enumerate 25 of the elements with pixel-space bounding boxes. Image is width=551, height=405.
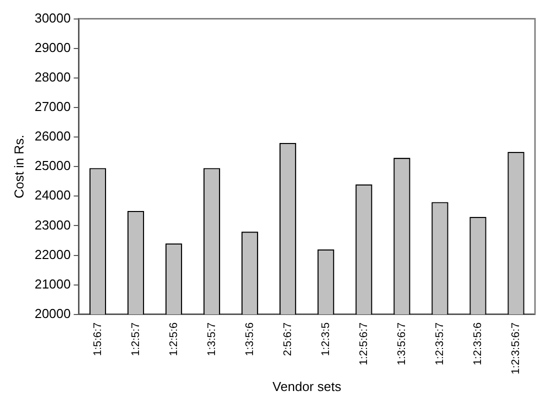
x-tick-label: 1:2:5:6 <box>168 322 180 356</box>
x-tick-label: 1:2:3:5:6 <box>472 322 484 366</box>
x-tick-label: 2:5:6:7 <box>282 322 294 356</box>
y-tick-label: 21000 <box>34 276 71 292</box>
x-tick-label: 1:2:5:7 <box>130 322 142 356</box>
y-tick-label: 29000 <box>34 40 71 55</box>
x-tick-label: 1:3:5:6:7 <box>396 322 408 366</box>
y-tick-label: 22000 <box>34 246 71 262</box>
y-tick-label: 23000 <box>34 217 71 232</box>
y-tick-label: 25000 <box>34 158 71 174</box>
x-axis-title: Vendor sets <box>272 378 342 394</box>
y-tick-label: 24000 <box>34 188 71 203</box>
x-tick-label: 1:5:6:7 <box>92 322 104 356</box>
x-tick-label: 1:3:5:6 <box>244 322 256 356</box>
y-tick-label: 28000 <box>34 70 71 84</box>
x-tick-label: 1:3:5:7 <box>206 322 218 356</box>
y-axis-title: Cost in Rs. <box>11 134 26 198</box>
y-tick-label: 27000 <box>34 99 71 114</box>
y-tick-label: 30000 <box>34 10 71 26</box>
x-tick-label: 1:2:3:5:6:7 <box>510 322 522 374</box>
x-tick-label: 1:2:3:5 <box>320 322 332 356</box>
y-tick-label: 26000 <box>34 128 71 144</box>
y-tick-label: 20000 <box>34 306 71 321</box>
x-tick-label: 1:2:3:5:7 <box>434 322 446 366</box>
x-tick-label: 1:2:5:6:7 <box>358 322 370 366</box>
